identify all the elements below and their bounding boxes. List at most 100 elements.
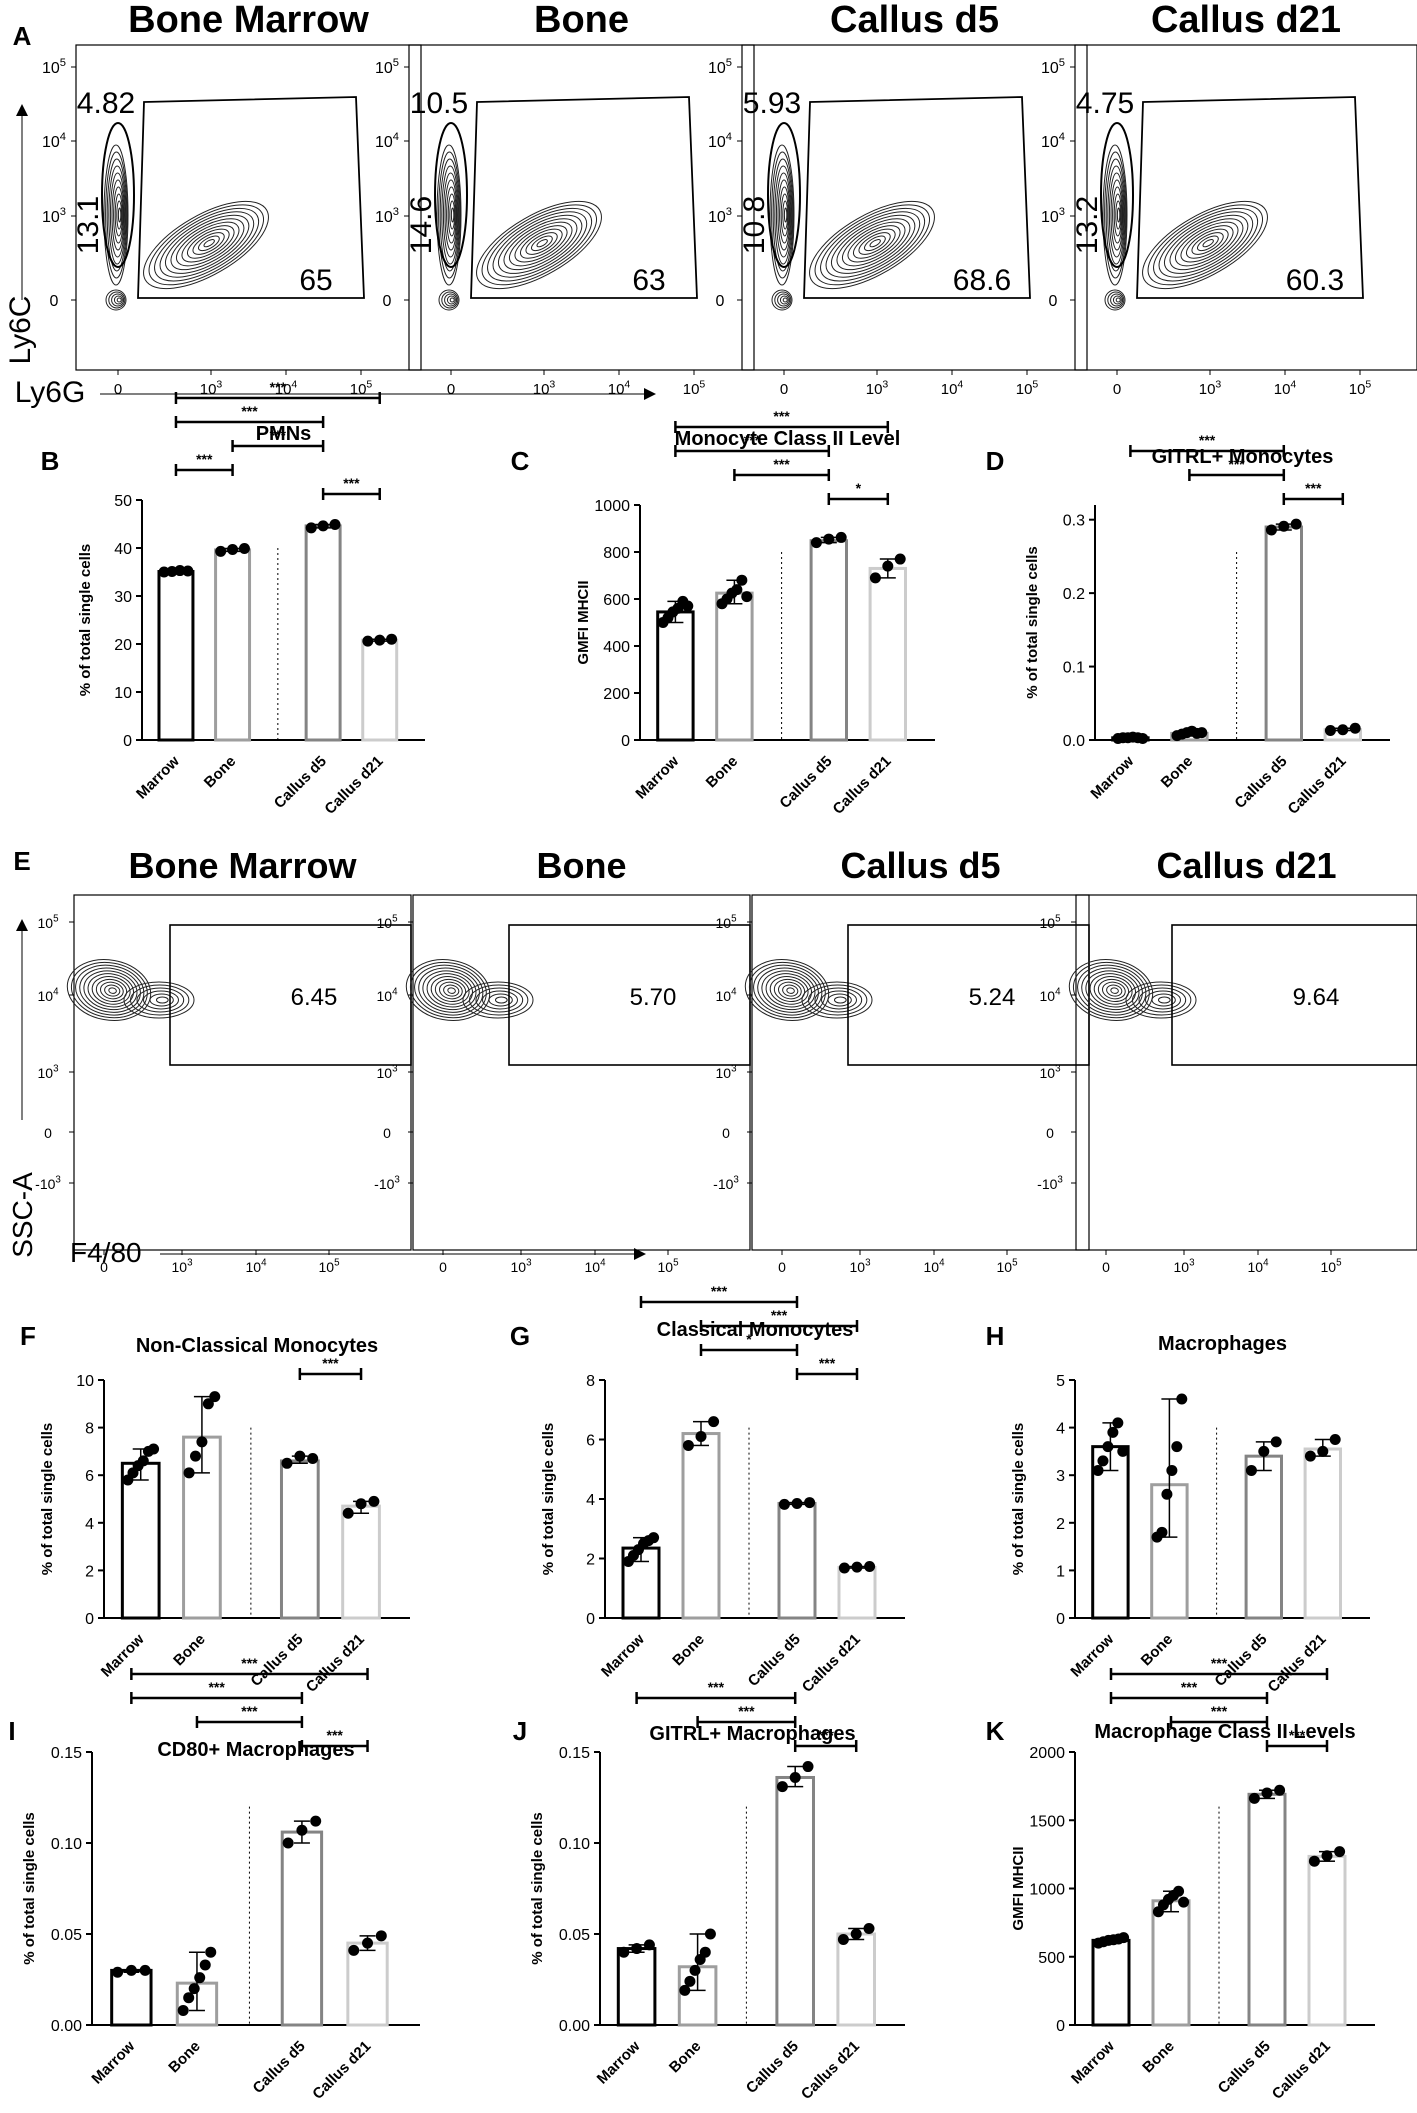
contour-ring [447,193,456,237]
ellipse-top-percent: 4.82 [77,87,135,120]
sig-label: *** [241,403,258,419]
contour-ring [1145,990,1181,1010]
sig-label: *** [1199,432,1216,448]
x-tick-label: 105 [1016,378,1039,398]
contour-ring [447,987,456,994]
flow-plot-a-1: Bone 105 104 103 0 0 103 104 105 10.5 14.6 63 [375,0,755,398]
sig-label: *** [818,1727,835,1743]
y-tick-label: 200 [603,686,630,703]
x-tick-label: 0 [100,1259,108,1275]
gate-percent: 5.24 [969,984,1016,1011]
e-x-arrow-head [634,1248,646,1260]
y-tick-label: 6 [85,1468,94,1485]
panel-letter-d: D [986,446,1005,476]
bar-marrow [656,610,695,742]
bar-callus-d21 [1303,1447,1342,1620]
y-tick-label: 20 [114,637,132,654]
x-tick-label: 105 [318,1258,340,1275]
contour-ring [66,959,152,1021]
sig-label: *** [322,1355,339,1371]
y-tick-label: 0.00 [559,2018,590,2035]
x-tick-label: 0 [778,1259,786,1275]
x-tick-label: 0 [447,381,455,398]
data-point [804,1497,816,1509]
contour-ring [444,293,458,307]
x-category-label: Callus d21 [1265,1631,1330,1696]
contour-ring [777,179,791,251]
y-tick-label: 0 [586,1611,595,1628]
contour-ring [441,291,459,309]
sig-label: *** [773,408,790,424]
data-point [869,572,881,584]
x-category-label: Callus d21 [321,753,386,818]
x-category-label: Callus d5 [1215,2038,1274,2097]
data-point [835,531,847,543]
data-point [1270,1436,1282,1448]
y-tick-label: 2 [85,1563,94,1580]
contour-ring [176,221,240,267]
y-tick-label: 105 [1041,57,1065,77]
contour-ring [1191,232,1224,255]
ellipse-gate [1100,122,1134,268]
x-category-label: Marrow [632,753,682,803]
data-point [679,1984,691,1996]
e-x-axis-label: F4/80 [70,1237,142,1268]
y-tick-label: 0.2 [1063,586,1085,603]
y-tick-label: 4 [85,1516,94,1533]
sig-label: *** [1211,1703,1228,1719]
contour-ring [143,990,179,1010]
contour-ring [438,289,460,311]
x-category-label: Callus d21 [303,1631,368,1696]
gate-percent: 60.3 [1286,264,1344,297]
contour-ring [1138,987,1187,1013]
data-point [158,566,170,578]
y-tick-label: 104 [42,131,66,151]
data-point [1349,722,1361,734]
gate-percent: 5.70 [630,984,677,1011]
data-point [1324,724,1336,736]
x-category-label: Callus d21 [1269,2038,1334,2103]
data-point [317,520,329,532]
y-tick-label: 105 [375,57,399,77]
contour-ring [418,967,480,1013]
data-point [1137,733,1149,745]
y-axis-label: % of total single cells [39,1423,56,1576]
contour-ring [482,990,518,1010]
bar-callus-d21 [341,1504,381,1620]
data-point [684,1975,696,1987]
data-point [125,1964,137,1976]
contour-ring [1175,221,1239,267]
contour-ring [783,207,788,223]
data-point [177,2004,189,2016]
x-category-label: Marrow [598,1631,648,1681]
x-category-label: Bone [1138,1631,1177,1670]
y-tick-label: 0 [722,1125,730,1141]
contour-ring [771,151,794,279]
plot-title: Bone Marrow [128,0,369,41]
data-point [1092,1464,1104,1476]
contour-ring [143,200,269,290]
contour-ring [105,289,127,311]
data-point [1112,1417,1124,1429]
x-tick-label: 103 [533,378,556,398]
contour-ring [130,984,190,1016]
contour-ring [519,228,563,259]
x-tick-label: 0 [114,381,122,398]
sig-label: *** [196,451,213,467]
y-tick-label: 10 [76,1373,94,1390]
contour-ring [525,232,558,255]
data-point [282,1837,294,1849]
y-tick-label: 0 [50,293,59,310]
sig-label: *** [711,1283,728,1299]
contour-ring [70,961,148,1019]
y-axis-label: % of total single cells [21,1812,38,1965]
data-point [704,1928,716,1940]
y-axis-label: % of total single cells [529,1812,546,1965]
ellipse-left-percent: 13.2 [1071,196,1104,254]
contour-ring [1153,207,1259,282]
contour-ring [83,970,138,1011]
contour-ring [1102,144,1128,286]
data-point [182,565,194,577]
plot-frame [75,44,422,371]
panel-letter-b: B [41,446,60,476]
